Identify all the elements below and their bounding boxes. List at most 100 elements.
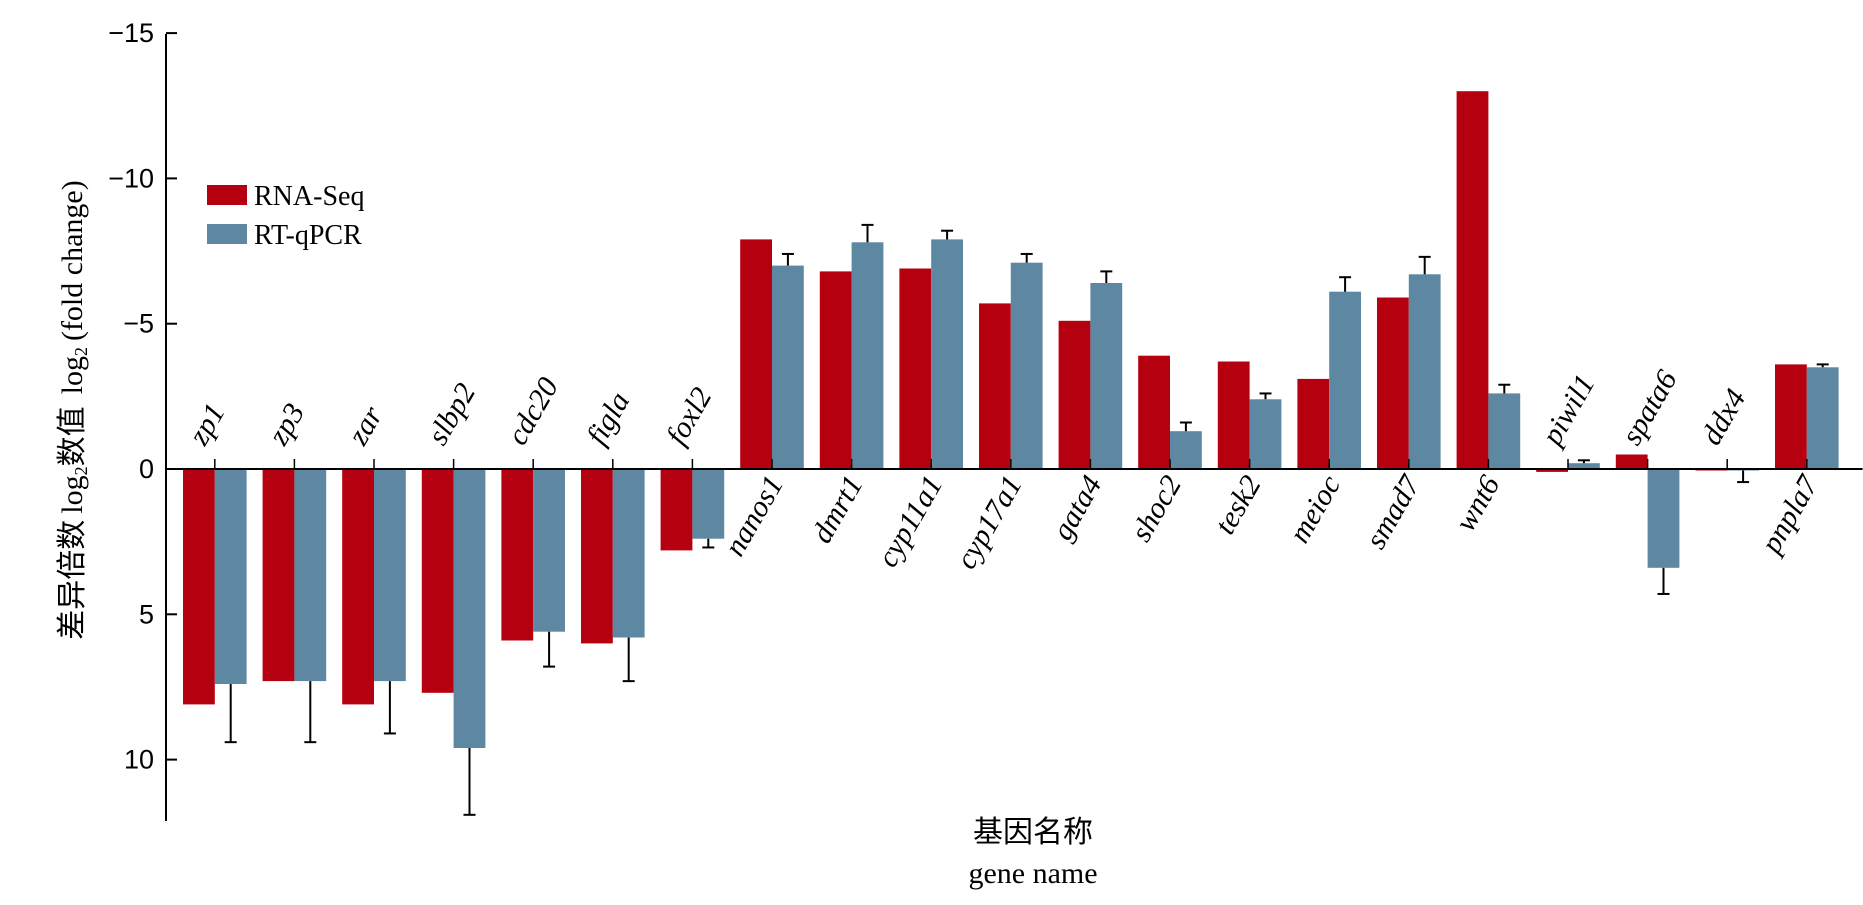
- bar-rna-seq-zp3: [262, 469, 295, 682]
- bar-rt-qpcr-tesk2: [1249, 399, 1282, 469]
- bar-rna-seq-gata4: [1058, 320, 1091, 469]
- error-bar-cdc20: [543, 631, 556, 668]
- bar-rna-seq-cyp17a1: [979, 303, 1011, 469]
- error-bar-foxl2: [702, 538, 715, 549]
- bar-rt-qpcr-figla: [612, 469, 645, 638]
- error-bar-pnpla7: [1816, 363, 1829, 368]
- gene-label-zar: zar: [341, 401, 389, 452]
- error-bar-shoc2: [1179, 421, 1192, 432]
- bar-rna-seq-zp1: [183, 469, 215, 705]
- bar-rt-qpcr-zp3: [294, 469, 327, 682]
- error-bar-gata4: [1100, 270, 1113, 284]
- gene-label-gata4: gata4: [1046, 470, 1109, 546]
- y-axis-title-sub2: 2: [71, 347, 91, 356]
- y-axis-title-log2: log: [56, 356, 89, 394]
- gene-label-smad7: smad7: [1359, 468, 1428, 554]
- legend-swatch-rt-qpcr: [207, 224, 247, 244]
- bar-rt-qpcr-nanos1: [772, 265, 804, 469]
- error-bar-ddx4: [1737, 470, 1750, 484]
- bar-rt-qpcr-zar: [374, 469, 406, 682]
- bar-rt-qpcr-piwil1: [1568, 463, 1600, 469]
- gene-label-meioc: meioc: [1283, 470, 1347, 549]
- y-axis-title: 差异倍数log2数值log2(fold change): [56, 180, 91, 639]
- bar-rt-qpcr-pnpla7: [1806, 367, 1839, 469]
- bar-rna-seq-pnpla7: [1775, 364, 1807, 469]
- bar-rt-qpcr-gata4: [1090, 283, 1123, 469]
- gene-label-foxl2: foxl2: [660, 382, 719, 450]
- y-tick-label-2: −5: [123, 309, 154, 339]
- y-tick-label-5: 10: [124, 745, 154, 775]
- bar-rna-seq-tesk2: [1217, 361, 1250, 469]
- gene-label-cyp11a1: cyp11a1: [871, 470, 949, 573]
- error-bar-tesk2: [1259, 392, 1272, 400]
- gene-label-zp1: zp1: [182, 398, 232, 451]
- y-axis-title-sub: 2: [71, 466, 91, 475]
- y-axis-title-tail: (fold change): [56, 180, 89, 341]
- bar-rt-qpcr-cdc20: [533, 469, 565, 632]
- error-bar-zar: [383, 681, 396, 735]
- error-bars-layer: [224, 223, 1829, 816]
- error-bar-nanos1: [781, 252, 794, 266]
- error-bar-slbp2: [463, 747, 476, 816]
- gene-label-dmrt1: dmrt1: [805, 470, 869, 549]
- gene-label-nanos1: nanos1: [718, 470, 790, 562]
- error-bar-spata6: [1657, 567, 1670, 595]
- y-tick-label-4: 5: [139, 599, 154, 629]
- bar-rna-seq-cyp11a1: [899, 268, 932, 469]
- x-axis-title-en: gene name: [968, 857, 1097, 890]
- bar-rna-seq-figla: [581, 469, 613, 644]
- gene-label-piwil1: piwil1: [1534, 369, 1601, 452]
- legend-label-rt-qpcr: RT-qPCR: [254, 220, 362, 251]
- bar-rt-qpcr-wnt6: [1488, 393, 1521, 469]
- gene-label-cyp17a1: cyp17a1: [949, 470, 1028, 575]
- error-bar-zp1: [224, 684, 237, 744]
- bar-rna-seq-zar: [342, 469, 374, 705]
- gene-label-spata6: spata6: [1615, 365, 1684, 451]
- bar-rna-seq-foxl2: [660, 469, 693, 551]
- error-bar-piwil1: [1577, 459, 1590, 464]
- error-bar-cyp17a1: [1020, 252, 1033, 263]
- error-bar-dmrt1: [861, 223, 874, 243]
- bar-rt-qpcr-shoc2: [1170, 431, 1202, 469]
- bar-rna-seq-dmrt1: [819, 271, 852, 469]
- bar-rna-seq-piwil1: [1536, 469, 1568, 472]
- bars-layer: [183, 91, 1839, 748]
- error-bar-figla: [622, 637, 635, 683]
- error-bar-wnt6: [1498, 383, 1511, 394]
- bar-rna-seq-wnt6: [1456, 91, 1489, 469]
- y-tick-label-1: −10: [108, 163, 154, 193]
- bar-rna-seq-smad7: [1377, 297, 1409, 469]
- bar-rt-qpcr-cyp11a1: [931, 239, 963, 469]
- bar-rt-qpcr-meioc: [1329, 291, 1361, 469]
- y-tick-label-0: −15: [108, 18, 154, 48]
- axes-layer: −15 −10 −5 0 5 10: [108, 18, 1863, 821]
- bar-rna-seq-cdc20: [501, 469, 534, 641]
- bar-rna-seq-slbp2: [421, 469, 454, 693]
- bar-rt-qpcr-spata6: [1647, 469, 1680, 568]
- y-axis-title-log: log: [56, 475, 89, 513]
- bar-rna-seq-spata6: [1615, 454, 1648, 469]
- legend-swatch-rna-seq: [207, 185, 247, 205]
- gene-label-slbp2: slbp2: [421, 378, 482, 451]
- error-bar-cyp11a1: [941, 229, 954, 240]
- bar-rt-qpcr-slbp2: [453, 469, 486, 748]
- error-bar-smad7: [1418, 255, 1431, 275]
- y-tick-label-3: 0: [139, 454, 154, 484]
- legend-label-rna-seq: RNA-Seq: [254, 181, 364, 212]
- gene-label-ddx4: ddx4: [1695, 383, 1753, 450]
- bar-rt-qpcr-dmrt1: [851, 242, 884, 469]
- gene-label-cdc20: cdc20: [501, 372, 565, 451]
- gene-label-wnt6: wnt6: [1449, 470, 1507, 537]
- gene-label-zp3: zp3: [261, 398, 311, 451]
- bar-rna-seq-meioc: [1297, 378, 1330, 469]
- x-axis-title-cn: 基因名称: [973, 816, 1093, 849]
- gene-label-pnpla7: pnpla7: [1754, 468, 1826, 560]
- svg-text:差异倍数log2数值log2(fold change): 差异倍数log2数值log2(fold change): [56, 180, 91, 639]
- legend: RNA-Seq RT-qPCR: [207, 181, 364, 251]
- bar-rna-seq-shoc2: [1138, 355, 1170, 469]
- bar-rt-qpcr-cyp17a1: [1010, 262, 1043, 469]
- bar-rt-qpcr-smad7: [1408, 274, 1441, 469]
- bar-rt-qpcr-zp1: [214, 469, 247, 684]
- gene-label-figla: figla: [580, 386, 636, 450]
